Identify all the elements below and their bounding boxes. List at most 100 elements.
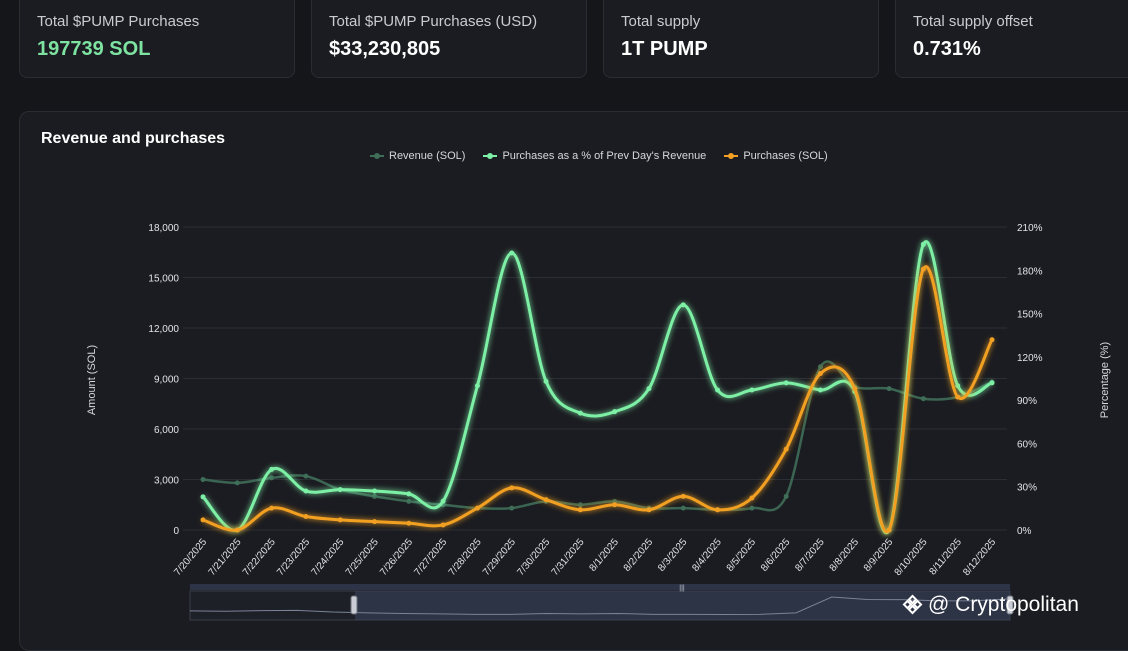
data-point[interactable]: [337, 517, 343, 523]
data-point[interactable]: [612, 502, 618, 508]
chart-svg: 0 3,000 6,000 9,000 12,000 15,000 18,000 0% 30%…: [86, 223, 1111, 621]
x-tick-label: 7/25/2025: [344, 537, 381, 578]
data-point[interactable]: [303, 514, 309, 520]
data-point[interactable]: [440, 498, 446, 504]
data-point[interactable]: [406, 498, 412, 504]
slider-handle-left[interactable]: [350, 595, 358, 615]
y-tick-label-right: 150%: [1017, 310, 1043, 321]
data-point[interactable]: [817, 387, 823, 393]
data-point[interactable]: [886, 386, 892, 392]
x-tick-label: 7/23/2025: [275, 537, 312, 578]
x-tick-label: 8/5/2025: [725, 537, 759, 574]
slider-handle-right[interactable]: [1006, 595, 1014, 615]
x-tick-label: 7/22/2025: [241, 537, 278, 578]
data-point[interactable]: [372, 519, 378, 525]
data-point[interactable]: [749, 387, 755, 393]
data-point[interactable]: [337, 487, 343, 493]
data-point[interactable]: [852, 386, 858, 392]
data-point[interactable]: [234, 527, 240, 533]
stat-card-purchases-sol: Total $PUMP Purchases 197739 SOL: [19, 0, 295, 78]
data-point[interactable]: [783, 380, 789, 386]
data-point[interactable]: [406, 520, 412, 526]
data-point[interactable]: [543, 497, 549, 503]
data-point[interactable]: [955, 394, 961, 400]
data-point[interactable]: [200, 494, 206, 500]
stat-value: 197739 SOL: [37, 38, 151, 60]
y-tick-label-right: 120%: [1017, 353, 1043, 364]
data-point[interactable]: [372, 493, 378, 499]
data-point[interactable]: [817, 370, 823, 376]
x-tick-label: 8/8/2025: [828, 537, 862, 574]
watermark: @ Cryptopolitan: [902, 593, 1079, 617]
stat-card-purchases-usd: Total $PUMP Purchases (USD) $33,230,805: [311, 0, 587, 78]
data-point[interactable]: [234, 480, 240, 486]
x-tick-label: 7/30/2025: [515, 537, 552, 578]
y-tick-label-right: 0%: [1017, 526, 1032, 537]
data-point[interactable]: [440, 522, 446, 528]
data-point[interactable]: [783, 493, 789, 499]
data-point[interactable]: [920, 396, 926, 402]
y-tick-label-left: 18,000: [148, 223, 179, 234]
data-point[interactable]: [200, 477, 206, 482]
data-point[interactable]: [783, 446, 789, 452]
data-point[interactable]: [474, 505, 480, 511]
slider-grip[interactable]: |||: [679, 585, 685, 592]
stat-value: 0.731%: [913, 38, 981, 60]
y-tick-label-left: 0: [173, 526, 179, 537]
data-point[interactable]: [989, 337, 995, 343]
data-point[interactable]: [372, 488, 378, 494]
stat-label: Total supply: [621, 13, 701, 30]
x-tick-label: 7/28/2025: [447, 537, 484, 578]
data-point[interactable]: [817, 364, 823, 370]
x-tick-label: 7/26/2025: [378, 537, 415, 578]
legend-item-percentage[interactable]: Purchases as a % of Prev Day's Revenue: [483, 150, 706, 162]
stat-value: 1T PUMP: [621, 38, 708, 60]
data-point[interactable]: [680, 493, 686, 499]
data-point[interactable]: [509, 485, 515, 491]
series-line[interactable]: [202, 265, 994, 534]
data-point[interactable]: [646, 386, 652, 392]
x-tick-label: 8/4/2025: [690, 537, 724, 574]
x-tick-label: 7/20/2025: [172, 537, 209, 578]
data-point[interactable]: [200, 517, 206, 523]
y-tick-label-right: 180%: [1017, 266, 1043, 277]
data-point[interactable]: [680, 505, 686, 511]
data-point[interactable]: [749, 505, 755, 511]
stat-card-supply-offset: Total supply offset 0.731%: [895, 0, 1128, 78]
data-point[interactable]: [920, 241, 926, 247]
legend-item-purchases[interactable]: Purchases (SOL): [724, 150, 828, 162]
x-tick-label: 8/12/2025: [961, 537, 998, 578]
data-point[interactable]: [886, 527, 892, 533]
chart-legend: Revenue (SOL) Purchases as a % of Prev D…: [370, 150, 828, 162]
x-tick-label: 8/9/2025: [862, 537, 896, 574]
data-point[interactable]: [269, 466, 275, 472]
data-point[interactable]: [749, 495, 755, 501]
data-point[interactable]: [509, 505, 515, 511]
y-tick-label-right: 60%: [1017, 439, 1037, 450]
data-point[interactable]: [680, 302, 686, 308]
data-point[interactable]: [269, 475, 275, 481]
data-point[interactable]: [406, 491, 412, 497]
data-point[interactable]: [715, 387, 721, 393]
data-point[interactable]: [955, 383, 961, 389]
data-point[interactable]: [989, 380, 995, 386]
data-point[interactable]: [303, 488, 309, 494]
legend-label: Revenue (SOL): [389, 150, 466, 162]
y-tick-label-left: 9,000: [154, 375, 179, 386]
legend-item-revenue[interactable]: Revenue (SOL): [370, 150, 465, 162]
zoom-slider[interactable]: |||: [189, 584, 1014, 621]
data-point[interactable]: [474, 383, 480, 389]
data-point[interactable]: [577, 410, 583, 416]
data-point[interactable]: [509, 250, 515, 256]
data-point[interactable]: [269, 505, 275, 511]
data-point[interactable]: [303, 473, 309, 479]
data-point[interactable]: [577, 502, 583, 508]
data-point[interactable]: [543, 378, 549, 384]
y-tick-label-left: 6,000: [154, 425, 179, 436]
data-point[interactable]: [612, 409, 618, 415]
y-tick-label-right: 90%: [1017, 396, 1037, 407]
data-point[interactable]: [646, 507, 652, 513]
data-point[interactable]: [715, 507, 721, 513]
data-point[interactable]: [920, 266, 926, 272]
data-point[interactable]: [577, 507, 583, 513]
